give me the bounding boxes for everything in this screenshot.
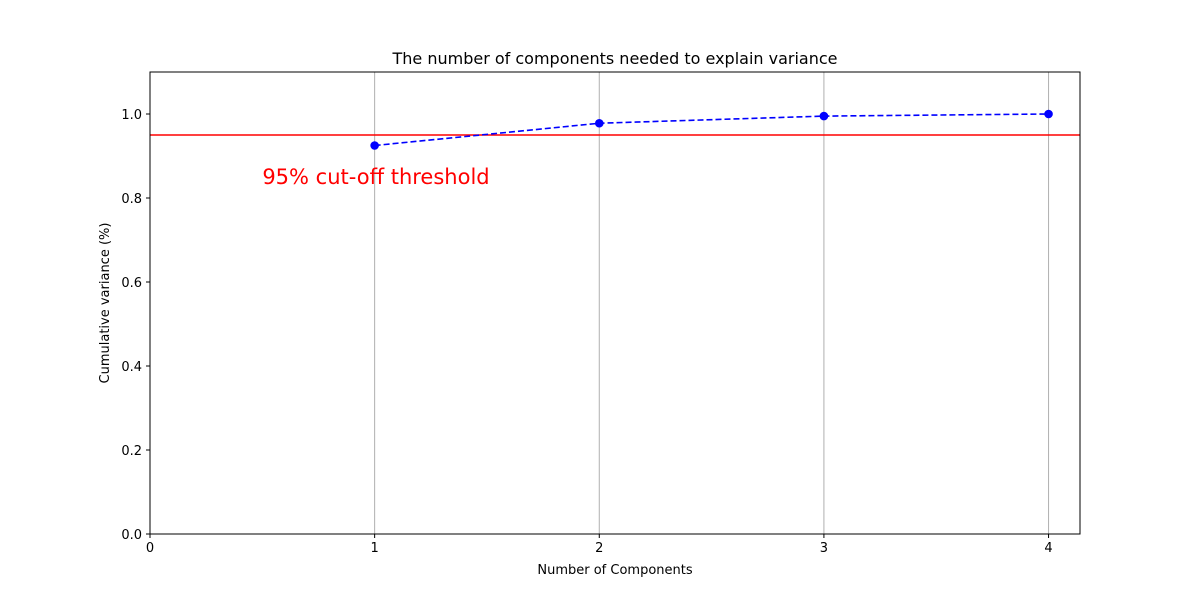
x-axis-label: Number of Components	[537, 563, 692, 578]
data-point-marker	[1044, 109, 1053, 119]
x-axis-ticks: 0 1 2 3 4	[146, 534, 1053, 556]
x-tick-label: 3	[820, 541, 828, 556]
y-tick-label: 0.4	[121, 360, 142, 375]
x-tick-label: 1	[370, 541, 378, 556]
threshold-label: 95% cut-off threshold	[262, 165, 489, 189]
plot-frame	[149, 71, 1081, 535]
y-tick-label: 0.0	[121, 528, 142, 543]
y-tick-label: 1.0	[121, 108, 142, 123]
chart-title: The number of components needed to expla…	[391, 49, 837, 68]
y-tick-label: 0.2	[121, 444, 142, 459]
data-point-marker	[594, 118, 604, 128]
x-tick-label: 4	[1044, 541, 1052, 556]
threshold-layer: 95% cut-off threshold	[150, 134, 1080, 189]
series-layer	[370, 109, 1053, 150]
y-tick-label: 0.8	[121, 192, 142, 207]
series-line	[374, 113, 1049, 147]
grid-lines	[374, 72, 1050, 534]
y-axis-label: Cumulative variance (%)	[98, 223, 113, 384]
x-tick-label: 2	[595, 541, 603, 556]
data-point-marker	[819, 111, 829, 121]
x-tick-label: 0	[146, 541, 154, 556]
y-axis-ticks: 0.0 0.2 0.4 0.6 0.8 1.0	[121, 108, 150, 543]
y-tick-label: 0.6	[121, 276, 142, 291]
data-point-marker	[370, 141, 379, 150]
